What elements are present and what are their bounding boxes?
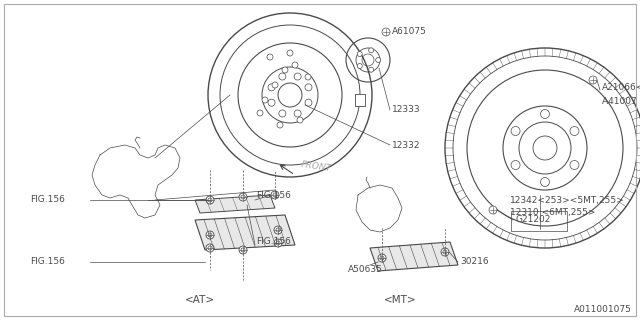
Circle shape xyxy=(279,73,286,80)
Circle shape xyxy=(376,58,381,62)
Circle shape xyxy=(239,246,247,254)
Text: A011001075: A011001075 xyxy=(574,305,632,314)
Text: FRONT: FRONT xyxy=(300,160,332,173)
Circle shape xyxy=(297,117,303,123)
Text: FIG.156: FIG.156 xyxy=(30,258,65,267)
Circle shape xyxy=(357,63,362,68)
Bar xyxy=(355,94,365,106)
Circle shape xyxy=(274,239,282,247)
Circle shape xyxy=(378,254,386,262)
Circle shape xyxy=(441,248,449,256)
Text: A21066<253>: A21066<253> xyxy=(602,84,640,92)
Text: 12310 <6MT,255>: 12310 <6MT,255> xyxy=(510,209,595,218)
Circle shape xyxy=(369,48,374,53)
Circle shape xyxy=(277,122,283,128)
Circle shape xyxy=(268,84,275,91)
Text: <AT>: <AT> xyxy=(185,295,215,305)
Circle shape xyxy=(292,62,298,68)
Circle shape xyxy=(282,67,288,73)
Text: FIG.156: FIG.156 xyxy=(256,237,291,246)
Polygon shape xyxy=(195,195,275,213)
Circle shape xyxy=(511,126,520,135)
Circle shape xyxy=(268,99,275,106)
Circle shape xyxy=(570,126,579,135)
Text: 12333: 12333 xyxy=(392,106,420,115)
Circle shape xyxy=(541,109,550,118)
Text: <MT>: <MT> xyxy=(384,295,416,305)
Text: FIG.156: FIG.156 xyxy=(30,196,65,204)
Circle shape xyxy=(262,97,268,103)
Circle shape xyxy=(305,84,312,91)
Circle shape xyxy=(206,231,214,239)
Circle shape xyxy=(369,67,374,72)
Text: FIG.156: FIG.156 xyxy=(256,191,291,201)
Circle shape xyxy=(294,110,301,117)
Circle shape xyxy=(206,244,214,252)
Circle shape xyxy=(294,73,301,80)
Text: A50635: A50635 xyxy=(348,266,383,275)
Circle shape xyxy=(489,206,497,214)
Circle shape xyxy=(279,110,286,117)
Circle shape xyxy=(511,161,520,170)
Text: 12332: 12332 xyxy=(392,140,420,149)
Circle shape xyxy=(357,52,362,57)
Circle shape xyxy=(570,161,579,170)
Circle shape xyxy=(382,28,390,36)
Circle shape xyxy=(305,99,312,106)
Circle shape xyxy=(589,76,597,84)
Circle shape xyxy=(287,50,293,56)
Circle shape xyxy=(257,110,263,116)
Text: A41007 <255>: A41007 <255> xyxy=(602,98,640,107)
Polygon shape xyxy=(370,242,458,271)
Polygon shape xyxy=(195,215,295,250)
Circle shape xyxy=(272,82,278,88)
Circle shape xyxy=(274,226,282,234)
Text: A61075: A61075 xyxy=(392,28,427,36)
Circle shape xyxy=(541,178,550,187)
Circle shape xyxy=(239,193,247,201)
Circle shape xyxy=(206,196,214,204)
Text: 30216: 30216 xyxy=(460,258,488,267)
Circle shape xyxy=(267,54,273,60)
Circle shape xyxy=(271,191,279,199)
Circle shape xyxy=(305,74,311,80)
Text: G21202: G21202 xyxy=(515,215,550,225)
Text: 12342<253><5MT,255>: 12342<253><5MT,255> xyxy=(510,196,625,204)
